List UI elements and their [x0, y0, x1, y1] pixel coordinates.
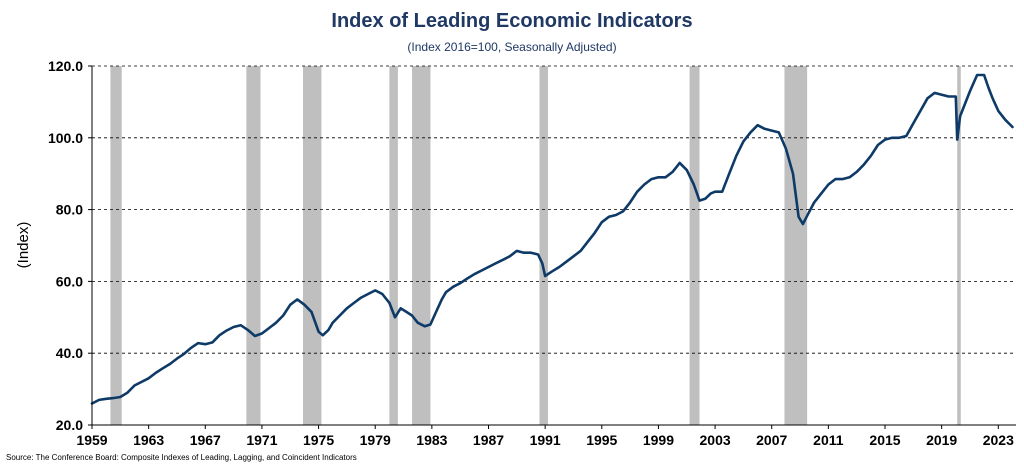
- y-tick-label: 100.0: [48, 130, 83, 146]
- x-axis-ticks: 1959 1963 1967 1971 1975 1979 1983 1987 1991 1995…: [76, 425, 1014, 448]
- source-note: Source: The Conference Board: Composite …: [6, 453, 357, 462]
- x-tick-label: 2003: [700, 432, 731, 448]
- gridlines: [92, 65, 1016, 354]
- x-tick-label: 1979: [360, 432, 391, 448]
- x-tick-label: 2023: [983, 432, 1014, 448]
- recession-band: [957, 66, 961, 425]
- x-tick-label: 2011: [813, 432, 844, 448]
- recession-band: [110, 66, 122, 425]
- recession-band: [302, 66, 322, 425]
- y-axis-ticks: 20.0 40.0 60.0 80.0 100.0 120.0: [48, 58, 92, 433]
- recession-band: [389, 66, 398, 425]
- x-tick-label: 1999: [643, 432, 674, 448]
- y-tick-label: 40.0: [56, 345, 83, 361]
- recession-band: [246, 66, 261, 425]
- x-tick-label: 1983: [416, 432, 447, 448]
- chart-subtitle: (Index 2016=100, Seasonally Adjusted): [407, 40, 616, 54]
- y-tick-label: 120.0: [48, 58, 83, 74]
- y-axis-label: (Index): [15, 222, 32, 269]
- recession-band: [689, 66, 700, 425]
- y-tick-label: 20.0: [56, 417, 83, 433]
- index-series-line: [90, 73, 1014, 405]
- x-tick-label: 1995: [586, 432, 617, 448]
- x-tick-label: 2015: [869, 432, 900, 448]
- x-tick-label: 1991: [530, 432, 561, 448]
- x-tick-label: 2019: [926, 432, 957, 448]
- x-tick-label: 1963: [133, 432, 164, 448]
- recession-band: [412, 66, 431, 425]
- x-tick-label: 1975: [303, 432, 334, 448]
- recession-band: [784, 66, 808, 425]
- recession-band: [539, 66, 548, 425]
- x-tick-label: 1959: [76, 432, 107, 448]
- recession-shading: [110, 66, 961, 425]
- x-tick-label: 2007: [756, 432, 787, 448]
- chart-title: Index of Leading Economic Indicators: [331, 10, 692, 32]
- x-tick-label: 1987: [473, 432, 504, 448]
- axes: [91, 66, 1016, 426]
- y-tick-label: 80.0: [56, 202, 83, 218]
- x-tick-label: 1967: [190, 432, 221, 448]
- y-tick-label: 60.0: [56, 273, 83, 289]
- x-tick-label: 1971: [246, 432, 277, 448]
